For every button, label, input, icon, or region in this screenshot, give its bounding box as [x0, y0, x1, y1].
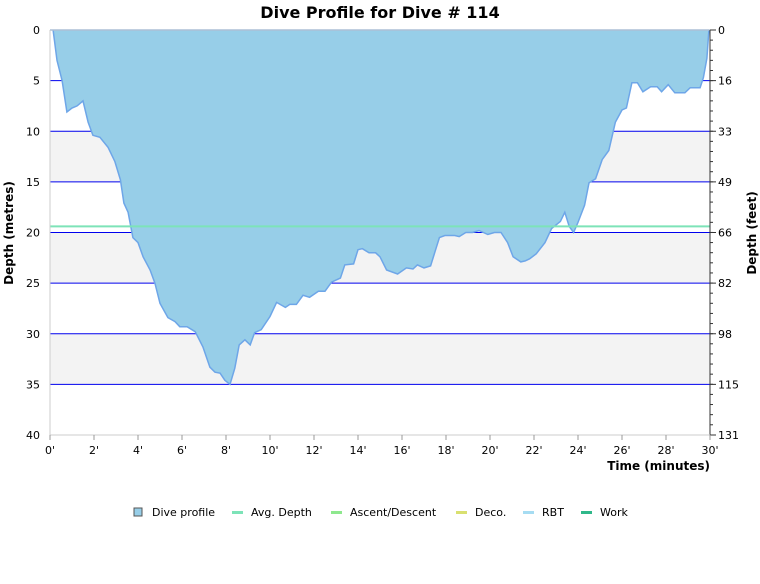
y-tick-left-35: 35 [26, 378, 40, 391]
x-tick-10: 10' [261, 444, 278, 457]
legend-label-dive-profile: Dive profile [152, 506, 215, 519]
legend-swatch-rbt [523, 511, 534, 514]
y-tick-right-98: 98 [718, 328, 732, 341]
y-tick-right-115: 115 [718, 378, 739, 391]
y-tick-right-33: 33 [718, 125, 732, 138]
x-tick-0: 0' [45, 444, 55, 457]
x-axis-label: Time (minutes) [607, 459, 710, 473]
x-tick-20: 20' [481, 444, 498, 457]
y-axis-label-right: Depth (feet) [745, 191, 759, 274]
y-tick-left-25: 25 [26, 277, 40, 290]
dive-profile-area [50, 29, 710, 386]
y-tick-left-10: 10 [26, 125, 40, 138]
axes [49, 29, 716, 440]
chart-title: Dive Profile for Dive # 114 [260, 3, 499, 22]
x-tick-8: 8' [221, 444, 231, 457]
y-tick-left-15: 15 [26, 176, 40, 189]
legend-swatch-work [581, 511, 592, 514]
x-tick-14: 14' [349, 444, 366, 457]
legend-swatch-dive-profile [133, 507, 143, 517]
y-tick-right-82: 82 [718, 277, 732, 290]
x-tick-22: 22' [525, 444, 542, 457]
y-tick-left-5: 5 [33, 75, 40, 88]
y-tick-left-40: 40 [26, 429, 40, 442]
x-tick-6: 6' [177, 444, 187, 457]
y-tick-left-30: 30 [26, 328, 40, 341]
x-tick-30: 30' [701, 444, 718, 457]
y-tick-right-16: 16 [718, 75, 732, 88]
y-tick-right-0: 0 [718, 24, 725, 37]
x-tick-16: 16' [393, 444, 410, 457]
y-tick-left-0: 0 [33, 24, 40, 37]
tick-labels: 0 5 10 15 20 25 30 35 40 0 16 33 49 66 82 98 115 131 0' 2' 4… [26, 24, 739, 457]
legend-label-ascent-descent: Ascent/Descent [350, 506, 437, 519]
legend: Dive profile Avg. Depth Ascent/Descent Deco… [133, 506, 628, 519]
grid-band [50, 333, 710, 385]
x-tick-2: 2' [89, 444, 99, 457]
legend-label-rbt: RBT [542, 506, 564, 519]
legend-label-avg-depth: Avg. Depth [251, 506, 312, 519]
legend-label-deco: Deco. [475, 506, 506, 519]
legend-swatch-avg-depth [232, 511, 243, 514]
y-tick-right-66: 66 [718, 227, 732, 240]
legend-label-work: Work [600, 506, 628, 519]
legend-swatch-ascent-descent [331, 511, 342, 514]
x-tick-28: 28' [657, 444, 674, 457]
y-tick-right-49: 49 [718, 176, 732, 189]
y-tick-left-20: 20 [26, 227, 40, 240]
x-tick-4: 4' [133, 444, 143, 457]
x-tick-12: 12' [305, 444, 322, 457]
y-tick-right-131: 131 [718, 429, 739, 442]
x-tick-18: 18' [437, 444, 454, 457]
x-tick-24: 24' [569, 444, 586, 457]
legend-swatch-deco [456, 511, 467, 514]
y-axis-label-left: Depth (metres) [2, 181, 16, 285]
x-tick-26: 26' [613, 444, 630, 457]
